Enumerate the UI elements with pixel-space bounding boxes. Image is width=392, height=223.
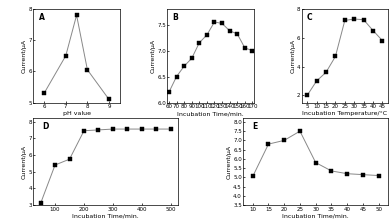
X-axis label: Incubation Time/min.: Incubation Time/min. <box>177 111 244 116</box>
Y-axis label: Current/μA: Current/μA <box>151 39 156 73</box>
X-axis label: pH value: pH value <box>63 111 91 116</box>
Y-axis label: Current/μA: Current/μA <box>227 145 232 179</box>
X-axis label: Incubation Time/min.: Incubation Time/min. <box>282 214 349 219</box>
Y-axis label: Current/μA: Current/μA <box>22 145 27 179</box>
X-axis label: Incubation Temperature/°C: Incubation Temperature/°C <box>302 111 387 116</box>
X-axis label: Incubation Time/min.: Incubation Time/min. <box>73 214 139 219</box>
Text: B: B <box>172 13 178 22</box>
Text: E: E <box>252 122 257 131</box>
Text: A: A <box>38 13 44 22</box>
Text: C: C <box>307 13 312 22</box>
Text: D: D <box>42 122 48 131</box>
Y-axis label: Current/μA: Current/μA <box>290 39 295 73</box>
Y-axis label: Current/μA: Current/μA <box>22 39 27 73</box>
